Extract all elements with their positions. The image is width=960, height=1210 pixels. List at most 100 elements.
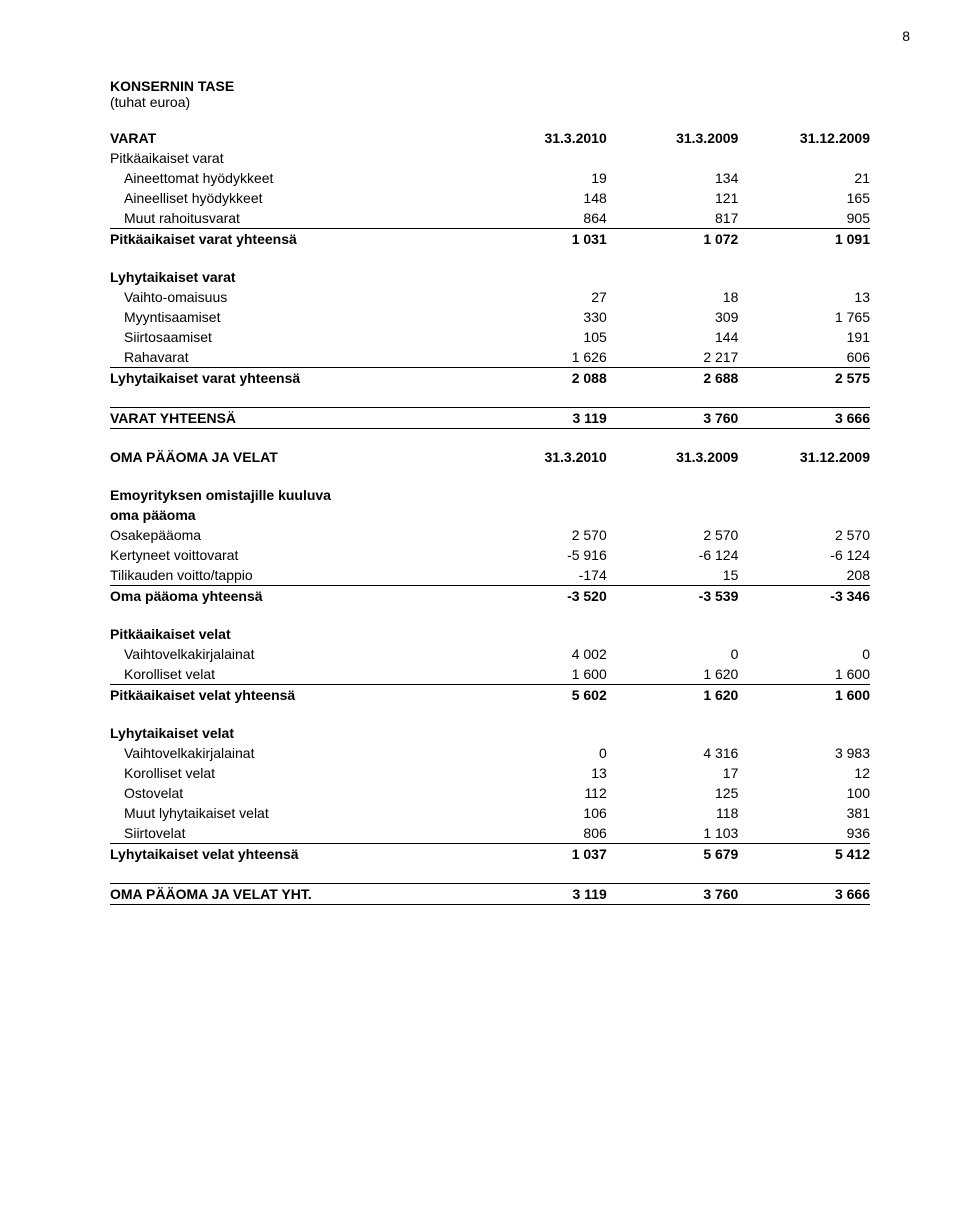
data-row: Vaihto-omaisuus 27 18 13 [110, 287, 870, 307]
cell: -6 124 [607, 545, 739, 565]
cell: -3 346 [738, 586, 870, 607]
cell: 13 [738, 287, 870, 307]
col-header: 31.3.2010 [475, 128, 607, 148]
cell: 1 620 [607, 685, 739, 706]
data-row: Aineelliset hyödykkeet 148 121 165 [110, 188, 870, 208]
cell: 0 [738, 644, 870, 664]
cell: 330 [475, 307, 607, 327]
data-row: Siirtosaamiset 105 144 191 [110, 327, 870, 347]
cell: 13 [475, 763, 607, 783]
cell: 1 072 [607, 229, 739, 250]
data-row: Korolliset velat 13 17 12 [110, 763, 870, 783]
grand-total-label: OMA PÄÄOMA JA VELAT YHT. [110, 884, 475, 905]
cell: 208 [738, 565, 870, 586]
subtotal-label: Lyhytaikaiset velat yhteensä [110, 844, 475, 865]
subtotal-label: Pitkäaikaiset varat yhteensä [110, 229, 475, 250]
cell: 17 [607, 763, 739, 783]
section-header: OMA PÄÄOMA JA VELAT 31.3.2010 31.3.2009 … [110, 447, 870, 467]
grand-total-label: VARAT YHTEENSÄ [110, 408, 475, 429]
cell: 4 002 [475, 644, 607, 664]
cell: 3 760 [607, 408, 739, 429]
cell: -3 539 [607, 586, 739, 607]
cell: 1 765 [738, 307, 870, 327]
grand-total-row: VARAT YHTEENSÄ 3 119 3 760 3 666 [110, 408, 870, 429]
subtotal-row: Pitkäaikaiset velat yhteensä 5 602 1 620… [110, 685, 870, 706]
cell: 3 983 [738, 743, 870, 763]
group-title: oma pääoma [110, 505, 475, 525]
data-row: Muut lyhytaikaiset velat 106 118 381 [110, 803, 870, 823]
cell: 3 760 [607, 884, 739, 905]
subtotal-label: Pitkäaikaiset velat yhteensä [110, 685, 475, 706]
cell: 0 [475, 743, 607, 763]
cell: 1 103 [607, 823, 739, 844]
data-row: Muut rahoitusvarat 864 817 905 [110, 208, 870, 229]
cell: -6 124 [738, 545, 870, 565]
row-label: Osakepääoma [110, 525, 475, 545]
data-row: Ostovelat 112 125 100 [110, 783, 870, 803]
row-label: Muut rahoitusvarat [110, 208, 475, 229]
data-row: Rahavarat 1 626 2 217 606 [110, 347, 870, 368]
cell: 864 [475, 208, 607, 229]
cell: 381 [738, 803, 870, 823]
data-row: Aineettomat hyödykkeet 19 134 21 [110, 168, 870, 188]
group-title: Pitkäaikaiset velat [110, 624, 475, 644]
cell: 144 [607, 327, 739, 347]
subtotal-row: Oma pääoma yhteensä -3 520 -3 539 -3 346 [110, 586, 870, 607]
cell: 2 088 [475, 368, 607, 389]
cell: 309 [607, 307, 739, 327]
data-row: Vaihtovelkakirjalainat 4 002 0 0 [110, 644, 870, 664]
cell: 1 626 [475, 347, 607, 368]
cell: 1 037 [475, 844, 607, 865]
cell: 18 [607, 287, 739, 307]
cell: 4 316 [607, 743, 739, 763]
cell: 2 688 [607, 368, 739, 389]
group-title: Emoyrityksen omistajille kuuluva [110, 485, 475, 505]
cell: -3 520 [475, 586, 607, 607]
subtotal-row: Lyhytaikaiset velat yhteensä 1 037 5 679… [110, 844, 870, 865]
cell: 2 570 [738, 525, 870, 545]
data-row: Kertyneet voittovarat -5 916 -6 124 -6 1… [110, 545, 870, 565]
section-header: VARAT 31.3.2010 31.3.2009 31.12.2009 [110, 128, 870, 148]
cell: 3 119 [475, 884, 607, 905]
row-label: Korolliset velat [110, 664, 475, 685]
col-header: 31.12.2009 [738, 128, 870, 148]
data-row: Tilikauden voitto/tappio -174 15 208 [110, 565, 870, 586]
cell: 134 [607, 168, 739, 188]
row-label: Vaihtovelkakirjalainat [110, 743, 475, 763]
page-number: 8 [902, 28, 910, 44]
group-title-row: Pitkäaikaiset velat [110, 624, 870, 644]
row-label: Kertyneet voittovarat [110, 545, 475, 565]
cell: -174 [475, 565, 607, 586]
data-row: Korolliset velat 1 600 1 620 1 600 [110, 664, 870, 685]
cell: 2 217 [607, 347, 739, 368]
group-title-row: Lyhytaikaiset varat [110, 267, 870, 287]
header-label: OMA PÄÄOMA JA VELAT [110, 447, 475, 467]
col-header: 31.3.2009 [607, 128, 739, 148]
row-label: Aineelliset hyödykkeet [110, 188, 475, 208]
cell: 936 [738, 823, 870, 844]
row-label: Tilikauden voitto/tappio [110, 565, 475, 586]
data-row: Siirtovelat 806 1 103 936 [110, 823, 870, 844]
cell: 12 [738, 763, 870, 783]
row-label: Myyntisaamiset [110, 307, 475, 327]
cell: 3 666 [738, 408, 870, 429]
col-header: 31.3.2010 [475, 447, 607, 467]
cell: 1 091 [738, 229, 870, 250]
cell: 1 600 [738, 664, 870, 685]
row-label: Korolliset velat [110, 763, 475, 783]
cell: 191 [738, 327, 870, 347]
cell: 1 600 [475, 664, 607, 685]
col-header: 31.12.2009 [738, 447, 870, 467]
group-title-row: Pitkäaikaiset varat [110, 148, 870, 168]
balance-sheet-table: VARAT 31.3.2010 31.3.2009 31.12.2009 Pit… [110, 110, 870, 905]
cell: 19 [475, 168, 607, 188]
cell: 118 [607, 803, 739, 823]
cell: 905 [738, 208, 870, 229]
group-title-row: Emoyrityksen omistajille kuuluva [110, 485, 870, 505]
cell: 100 [738, 783, 870, 803]
cell: 112 [475, 783, 607, 803]
document-title: KONSERNIN TASE (tuhat euroa) [110, 78, 870, 110]
cell: 5 602 [475, 685, 607, 706]
row-label: Rahavarat [110, 347, 475, 368]
group-title: Pitkäaikaiset varat [110, 148, 475, 168]
